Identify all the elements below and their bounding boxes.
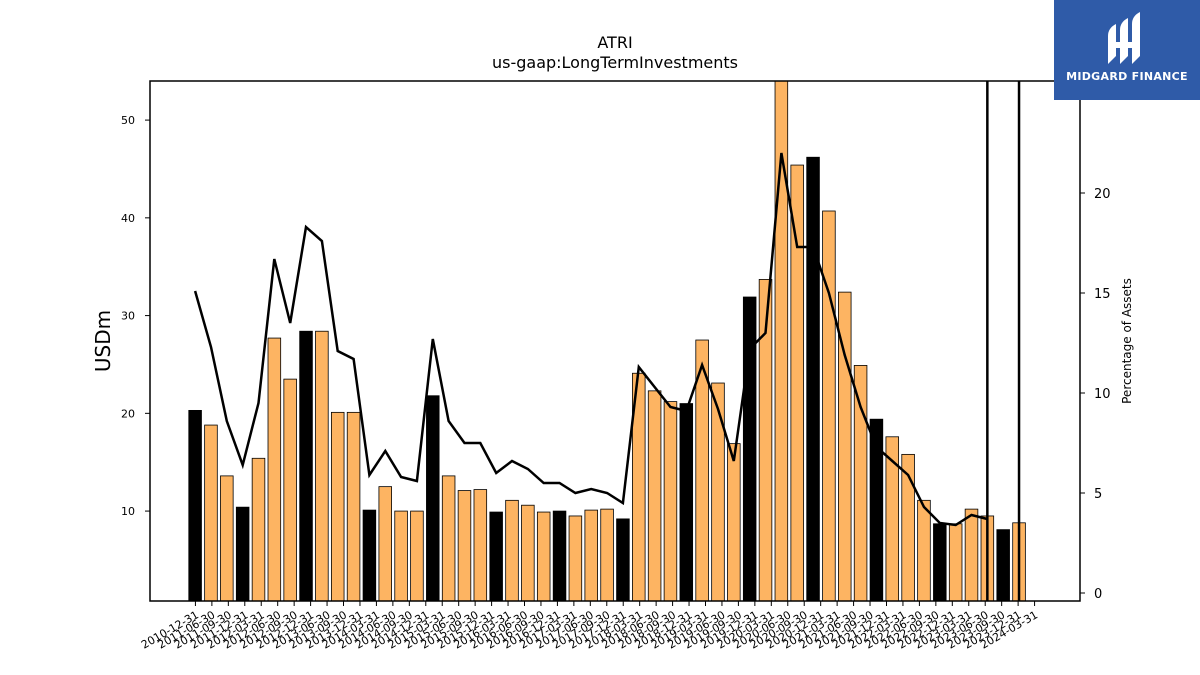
y-tick-label: 30 bbox=[121, 310, 135, 323]
plot-area: 1020304050051015202010-12-312011-06-3020… bbox=[121, 80, 1111, 652]
y2-tick-label: 10 bbox=[1094, 387, 1111, 402]
bar bbox=[188, 409, 202, 601]
bar bbox=[695, 339, 709, 601]
bar bbox=[378, 486, 392, 601]
y-tick-label: 20 bbox=[121, 407, 135, 420]
bar bbox=[822, 210, 836, 601]
bar bbox=[964, 508, 979, 601]
bar bbox=[521, 504, 535, 601]
y-tick-label: 10 bbox=[121, 505, 135, 518]
bar bbox=[426, 395, 440, 601]
bar bbox=[457, 490, 472, 601]
bar bbox=[774, 81, 789, 601]
bar bbox=[552, 510, 567, 601]
bar bbox=[853, 365, 868, 601]
bar bbox=[346, 411, 361, 601]
bar bbox=[441, 475, 456, 601]
bar bbox=[917, 499, 931, 601]
bar bbox=[283, 378, 297, 601]
bar bbox=[790, 164, 804, 601]
bar bbox=[536, 511, 551, 601]
bar bbox=[647, 390, 662, 601]
bar bbox=[742, 296, 757, 601]
bar bbox=[362, 509, 377, 601]
bar bbox=[996, 529, 1010, 601]
bar bbox=[410, 510, 424, 601]
y2-tick-label: 15 bbox=[1094, 287, 1111, 302]
bar bbox=[948, 523, 963, 601]
bar bbox=[267, 337, 282, 601]
y-tick-label: 50 bbox=[121, 114, 135, 127]
y-axis-label: USDm bbox=[91, 310, 115, 372]
y2-tick-label: 5 bbox=[1094, 487, 1102, 502]
y2-tick-label: 0 bbox=[1094, 587, 1102, 602]
bar bbox=[663, 401, 678, 601]
bar bbox=[235, 506, 250, 601]
bar bbox=[204, 424, 218, 601]
chart-title: ATRI bbox=[597, 33, 632, 52]
y2-tick-label: 20 bbox=[1094, 187, 1111, 202]
bar bbox=[473, 489, 488, 601]
bar bbox=[869, 418, 884, 601]
axes-frame bbox=[149, 80, 1081, 602]
bar bbox=[505, 499, 519, 601]
bar bbox=[600, 508, 614, 601]
bar bbox=[299, 330, 313, 601]
percentage-line bbox=[193, 152, 988, 527]
bar bbox=[220, 475, 234, 601]
bar bbox=[315, 330, 329, 601]
chart-subtitle: us-gaap:LongTermInvestments bbox=[492, 53, 738, 72]
bar bbox=[489, 511, 503, 601]
bar bbox=[679, 403, 694, 601]
y-tick-label: 40 bbox=[121, 212, 135, 225]
bar bbox=[711, 382, 725, 601]
bar bbox=[330, 411, 345, 601]
midgard-finance-logo: MIDGARD FINANCE bbox=[1054, 0, 1200, 100]
bar bbox=[616, 518, 630, 601]
bar bbox=[758, 279, 773, 601]
y2-axis-label: Percentage of Assets bbox=[1120, 278, 1134, 404]
bar bbox=[394, 510, 408, 601]
bar bbox=[901, 453, 915, 601]
bar bbox=[251, 457, 266, 601]
bar bbox=[806, 156, 820, 601]
midgard-logo-icon bbox=[1108, 12, 1140, 64]
logo-text: MIDGARD FINANCE bbox=[1066, 70, 1188, 83]
bar bbox=[727, 443, 741, 601]
bar bbox=[584, 509, 598, 601]
bar bbox=[568, 515, 583, 601]
plot-marks bbox=[188, 81, 1026, 601]
bar bbox=[933, 523, 947, 601]
